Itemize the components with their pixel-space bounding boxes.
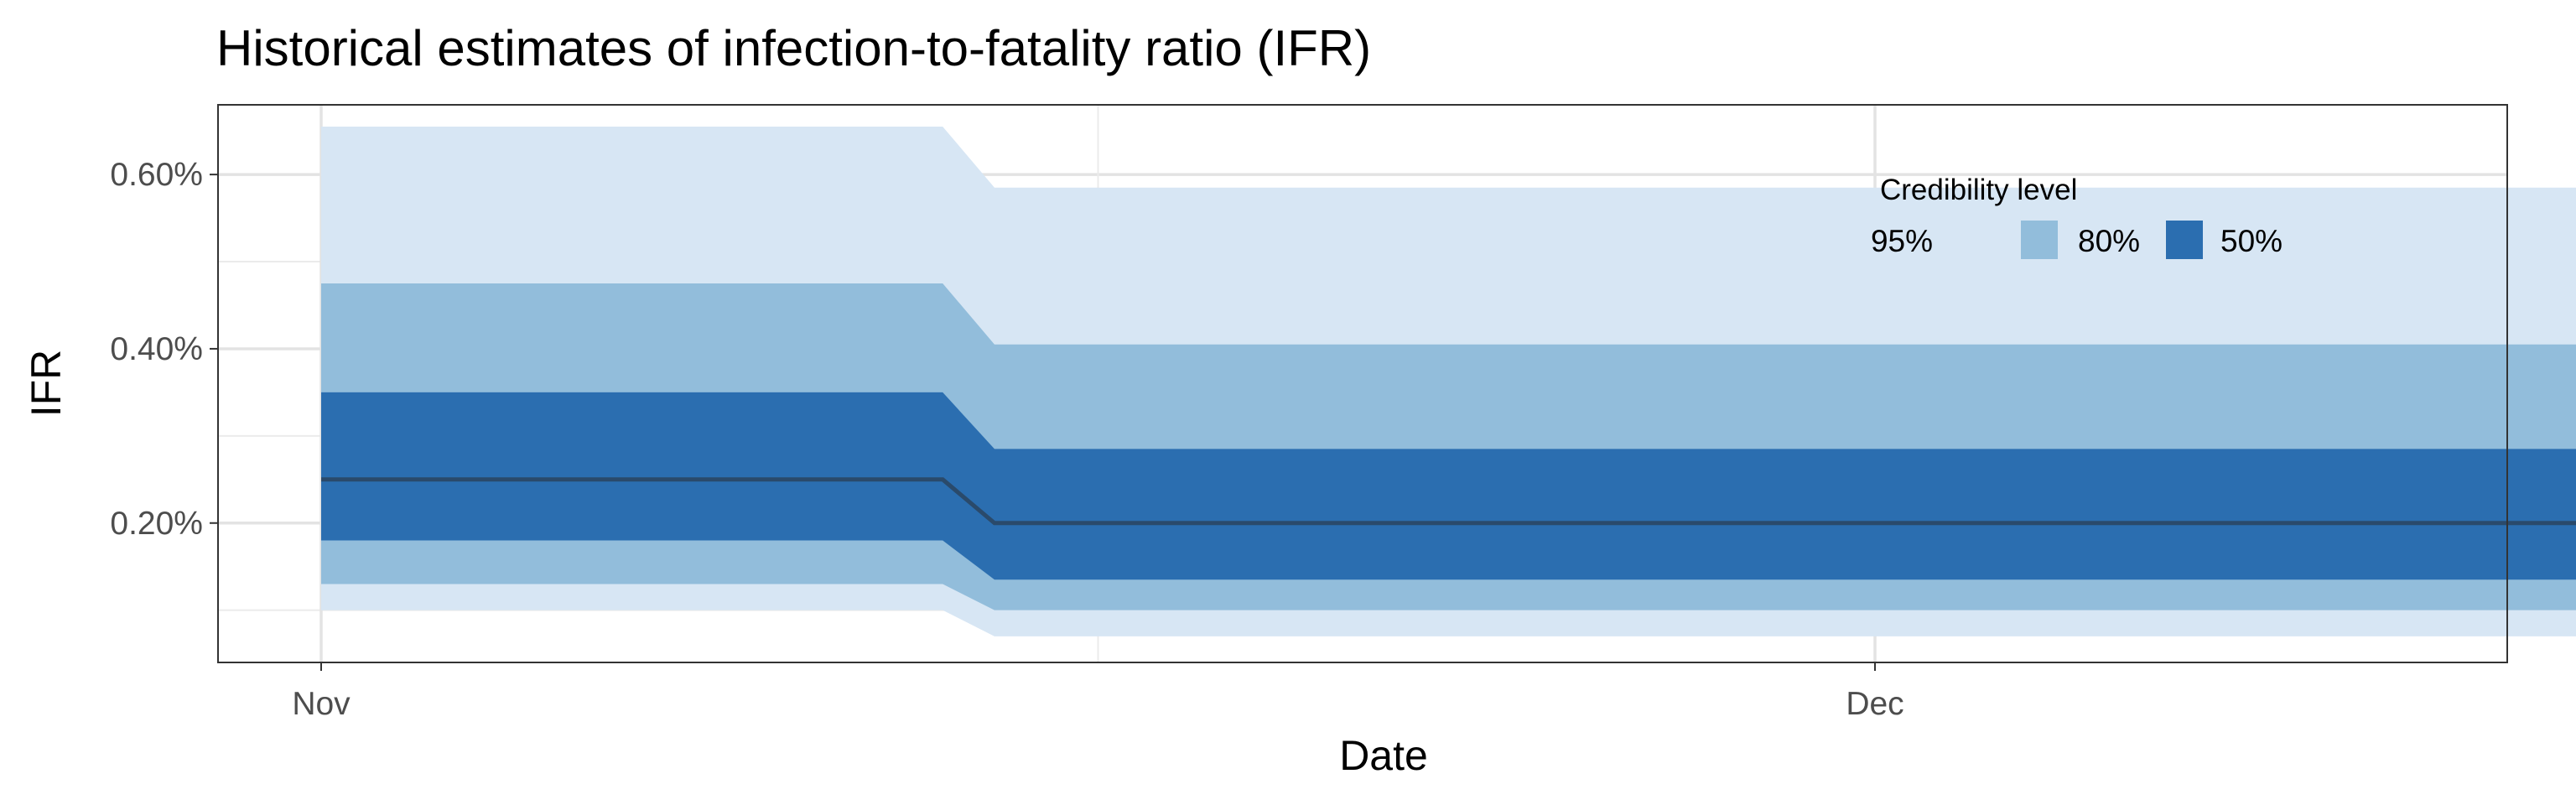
x-tick-label: Dec — [1846, 686, 1903, 722]
y-axis-title: IFR — [23, 350, 70, 418]
legend-title: Credibility level — [1880, 174, 2077, 206]
legend-label: 95% — [1871, 224, 1933, 258]
x-axis-title: Date — [1339, 732, 1428, 779]
legend-swatch — [1971, 221, 2007, 259]
band-50pct — [321, 392, 2576, 580]
median-line-group — [321, 477, 2576, 526]
legend-swatch — [2021, 221, 2058, 259]
credible-bands — [321, 126, 2576, 636]
y-axis: 0.20% 0.40% 0.60% — [110, 157, 218, 542]
legend: Credibility level 95% 80% 50% — [1871, 174, 2283, 259]
legend-swatch — [2166, 221, 2203, 259]
legend-label: 50% — [2220, 224, 2283, 258]
y-tick-label: 0.20% — [110, 506, 203, 542]
legend-label: 80% — [2078, 224, 2140, 258]
y-tick-label: 0.60% — [110, 157, 203, 193]
panel-border — [217, 104, 2508, 663]
x-axis: Nov Dec — [292, 662, 1904, 722]
median-line — [321, 477, 2576, 526]
y-tick-label: 0.40% — [110, 331, 203, 367]
plot-panel — [217, 104, 2576, 663]
chart-title: Historical estimates of infection-to-fat… — [216, 20, 1371, 76]
x-tick-label: Nov — [292, 686, 351, 722]
